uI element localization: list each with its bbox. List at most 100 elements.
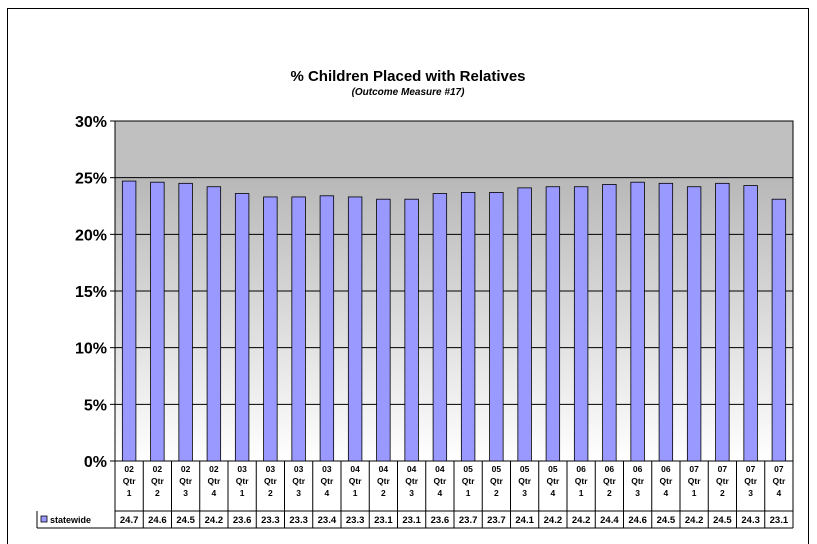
x-tick-label: 2 (268, 488, 273, 498)
x-tick-label: Qtr (292, 476, 305, 486)
x-tick-label: 4 (325, 488, 330, 498)
bar (234, 193, 250, 462)
x-tick-label: Qtr (631, 476, 644, 486)
bar (573, 186, 589, 462)
y-tick-label: 0% (84, 454, 107, 471)
data-label: 24.3 (741, 515, 760, 526)
x-tick-label: Qtr (547, 476, 560, 486)
bar (263, 196, 278, 462)
x-tick-label: 05 (548, 464, 558, 474)
y-tick-label: 20% (75, 227, 107, 244)
data-label: 24.6 (148, 515, 167, 526)
x-tick-label: 2 (155, 488, 160, 498)
bar (291, 196, 306, 462)
bar-series (121, 180, 787, 462)
legend-label: statewide (50, 515, 91, 525)
bar (121, 180, 137, 462)
x-tick-label: 4 (551, 488, 556, 498)
data-label: 23.1 (770, 515, 789, 526)
x-tick-label: 2 (607, 488, 612, 498)
y-tick-label: 30% (75, 114, 107, 131)
x-tick-label: Qtr (236, 476, 249, 486)
x-tick-label: Qtr (688, 476, 701, 486)
x-tick-label: 1 (127, 488, 132, 498)
bar (630, 181, 645, 462)
data-label: 24.2 (572, 515, 591, 526)
y-tick-label: 5% (84, 397, 107, 414)
x-tick-label: 1 (240, 488, 245, 498)
x-tick-label: 04 (407, 464, 417, 474)
data-label: 23.1 (374, 515, 393, 526)
chart-frame (7, 8, 809, 544)
x-tick-label: 2 (720, 488, 725, 498)
data-label: 23.3 (289, 515, 308, 526)
x-tick-label: 05 (463, 464, 473, 474)
x-tick-label: 4 (777, 488, 782, 498)
x-tick-label: 06 (576, 464, 586, 474)
bar (150, 181, 165, 462)
chart-title: % Children Placed with Relatives (290, 68, 525, 85)
x-tick-label: 3 (635, 488, 640, 498)
data-label: 24.6 (628, 515, 647, 526)
x-tick-label: Qtr (716, 476, 729, 486)
x-tick-label: 04 (435, 464, 445, 474)
x-tick-label: Qtr (603, 476, 616, 486)
x-tick-label: Qtr (575, 476, 588, 486)
data-table: 02 Qtr 1 24.7 02 Qtr 2 24.6 02 Qtr 3 24.5 02 Qtr 4 24.2… (36, 461, 794, 529)
x-tick-label: Qtr (151, 476, 164, 486)
x-tick-label: Qtr (434, 476, 447, 486)
data-label: 24.1 (515, 515, 534, 526)
x-tick-label: Qtr (321, 476, 334, 486)
x-tick-label: 1 (692, 488, 697, 498)
data-label: 23.3 (346, 515, 365, 526)
bar (178, 182, 193, 462)
y-tick-label: 15% (75, 284, 107, 301)
data-label: 23.1 (402, 515, 421, 526)
x-tick-label: 1 (579, 488, 584, 498)
x-tick-label: 03 (294, 464, 304, 474)
x-tick-label: 05 (520, 464, 530, 474)
x-tick-label: 4 (664, 488, 669, 498)
x-tick-label: Qtr (773, 476, 786, 486)
y-tick-label: 25% (75, 171, 107, 188)
x-tick-label: Qtr (208, 476, 221, 486)
x-tick-label: 3 (522, 488, 527, 498)
plot-background (115, 177, 793, 461)
x-tick-label: 07 (689, 464, 699, 474)
upper-band (115, 121, 793, 178)
bar (319, 195, 335, 462)
x-tick-label: 3 (183, 488, 188, 498)
legend-swatch (40, 515, 48, 523)
x-tick-label: 07 (718, 464, 728, 474)
data-label: 24.4 (600, 515, 619, 526)
x-tick-label: 02 (181, 464, 191, 474)
x-tick-label: 1 (353, 488, 358, 498)
data-label: 24.2 (544, 515, 563, 526)
bar (404, 198, 419, 462)
bar (686, 186, 702, 462)
x-tick-label: 06 (661, 464, 671, 474)
x-tick-label: 4 (438, 488, 443, 498)
x-tick-label: 2 (494, 488, 499, 498)
data-label: 23.7 (487, 515, 506, 526)
plot-area (114, 120, 794, 462)
x-tick-label: 03 (266, 464, 276, 474)
data-label: 23.6 (233, 515, 252, 526)
x-tick-label: 2 (381, 488, 386, 498)
x-tick-label: 04 (379, 464, 389, 474)
x-tick-label: 02 (153, 464, 163, 474)
bar (376, 198, 391, 462)
x-tick-label: Qtr (660, 476, 673, 486)
x-tick-label: 07 (746, 464, 756, 474)
data-label: 24.5 (657, 515, 676, 526)
x-tick-label: 02 (209, 464, 219, 474)
x-tick-label: 05 (492, 464, 502, 474)
x-tick-label: 07 (774, 464, 784, 474)
x-tick-label: 06 (633, 464, 643, 474)
x-tick-label: 4 (212, 488, 217, 498)
data-label: 24.2 (205, 515, 224, 526)
y-axis: 0% 5% 10% 15% 20% 25% 30% (75, 114, 116, 471)
x-tick-label: Qtr (490, 476, 503, 486)
x-tick-label: Qtr (349, 476, 362, 486)
